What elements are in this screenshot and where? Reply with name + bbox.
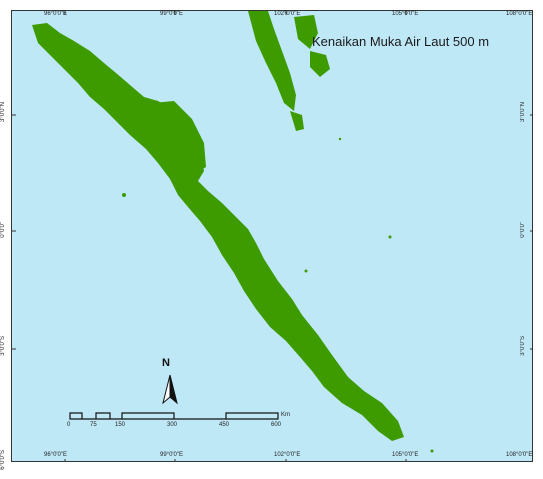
frame-ticks (12, 11, 532, 461)
islet (338, 137, 342, 141)
peninsula-fragment-2 (294, 15, 318, 49)
peninsula-fragment-3 (310, 51, 330, 77)
islet (388, 235, 392, 239)
islet (122, 193, 126, 197)
latitude-label-right: 3°0'0"N (520, 102, 526, 123)
longitude-label-bottom: 99°0'0"E (160, 452, 184, 458)
latitude-label-right: 3°0'0"S (520, 336, 526, 356)
longitude-label-bottom: 102°0'0"E (274, 452, 301, 458)
latitude-label-left: 3°0'0"N (0, 102, 6, 123)
longitude-label-bottom: 108°0'0"E (506, 452, 533, 458)
longitude-label-top: 108°0'0"E (506, 11, 533, 17)
scale-label: 75 (90, 422, 97, 428)
latitude-label-left: 3°0'0"S (0, 336, 6, 356)
longitude-label-top: 105°0'0"E (392, 11, 419, 17)
latitude-label-right: 0°0'0" (520, 222, 526, 238)
longitude-label-top: 99°0'0"E (160, 11, 184, 17)
map-title: Kenaikan Muka Air Laut 500 m (312, 34, 490, 49)
scale-label: 150 (115, 422, 126, 428)
scale-label: 600 (271, 422, 282, 428)
scale-unit-label: Km (281, 412, 290, 418)
islet (430, 449, 434, 453)
scale-label: 300 (167, 422, 178, 428)
peninsula-fragment-1 (248, 11, 296, 111)
longitude-label-top: 96°0'0"E (44, 11, 68, 17)
scale-label: 450 (219, 422, 230, 428)
sumatra-highland (150, 101, 206, 175)
longitude-label-bottom: 96°0'0"E (44, 452, 68, 458)
north-arrow-icon (162, 374, 178, 405)
islet (304, 269, 308, 273)
map-frame (11, 10, 533, 462)
peninsula-fragment-4 (290, 111, 304, 131)
scale-label: 0 (67, 422, 71, 428)
sumatra-island (32, 23, 404, 441)
latitude-label-left: 6°0'0"S (0, 450, 6, 470)
map-canvas (12, 11, 532, 461)
latitude-label-left: 0°0'0" (0, 222, 6, 238)
longitude-label-bottom: 105°0'0"E (392, 452, 419, 458)
north-label: N (162, 357, 170, 369)
longitude-label-top: 102°0'0"E (274, 11, 301, 17)
scale-bar (69, 412, 279, 420)
